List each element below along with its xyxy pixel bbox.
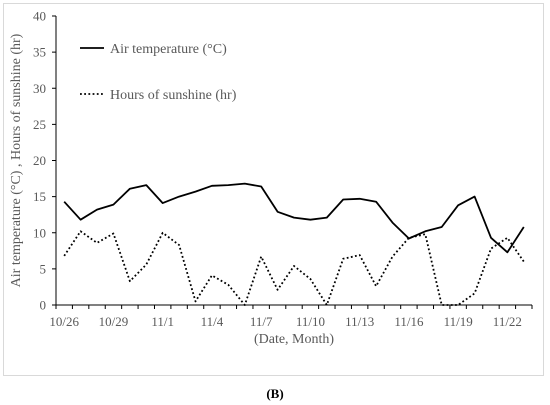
x-tick-label: 10/29 bbox=[99, 314, 129, 329]
y-tick-label: 0 bbox=[40, 298, 47, 313]
x-tick-label: 11/13 bbox=[345, 314, 374, 329]
series-line-air-temperature bbox=[63, 182, 525, 254]
x-tick-label: 11/7 bbox=[250, 314, 273, 329]
y-axis-title: Air temperature (°C) , Hours of sunshine… bbox=[9, 33, 24, 287]
y-tick-label: 40 bbox=[33, 9, 46, 24]
y-tick-label: 15 bbox=[33, 189, 46, 204]
x-tick-label: 11/10 bbox=[296, 314, 325, 329]
x-tick-label: 11/1 bbox=[151, 314, 174, 329]
y-tick-label: 30 bbox=[33, 81, 46, 96]
y-tick-label: 10 bbox=[33, 225, 46, 240]
legend-label-sunshine-hours: Hours of sunshine (hr) bbox=[110, 88, 237, 103]
chart-frame bbox=[3, 3, 544, 376]
legend-label-air-temperature: Air temperature (°C) bbox=[110, 42, 227, 57]
panel-label: (B) bbox=[266, 386, 284, 401]
x-tick-label: 11/19 bbox=[444, 314, 473, 329]
y-tick-label: 20 bbox=[33, 153, 46, 168]
x-axis-title: (Date, Month) bbox=[254, 332, 334, 347]
x-tick-label: 11/22 bbox=[493, 314, 522, 329]
y-tick-label: 5 bbox=[40, 261, 47, 276]
x-tick-label: 10/26 bbox=[49, 314, 79, 329]
series-line-sunshine-hours bbox=[63, 230, 525, 306]
y-tick-label: 25 bbox=[33, 117, 46, 132]
y-tick-label: 35 bbox=[33, 45, 46, 60]
line-chart: 0 5 10 15 20 25 30 35 40 10/26 10/29 11/1 11/4 11/7 11… bbox=[9, 9, 533, 347]
x-tick-label: 11/4 bbox=[201, 314, 224, 329]
x-tick-label: 11/16 bbox=[394, 314, 424, 329]
